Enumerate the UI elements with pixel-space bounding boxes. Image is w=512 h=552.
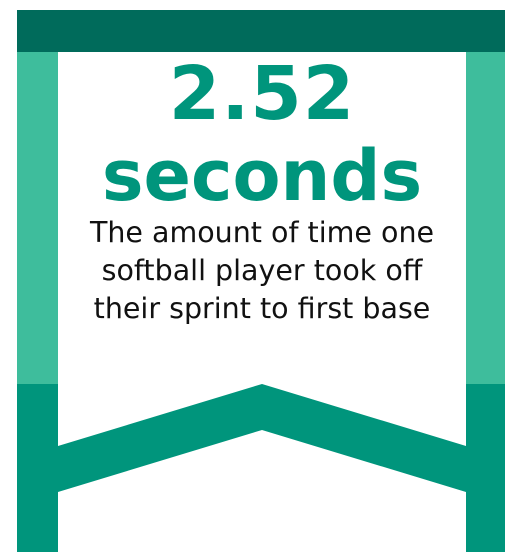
stat-value: 2.52 [168,51,356,137]
banner-lower-chevron [17,384,505,552]
banner-left-upper-strip [17,52,58,384]
banner-right-upper-strip [466,52,505,384]
stat-description-line: softball player took off [101,254,423,287]
banner-top-bar [17,10,505,52]
stat-unit: seconds [101,135,423,217]
stat-description-line: The amount of time one [89,216,435,249]
stat-description-line: their sprint to first base [93,292,431,325]
stat-description: The amount of time one softball player t… [50,214,474,328]
